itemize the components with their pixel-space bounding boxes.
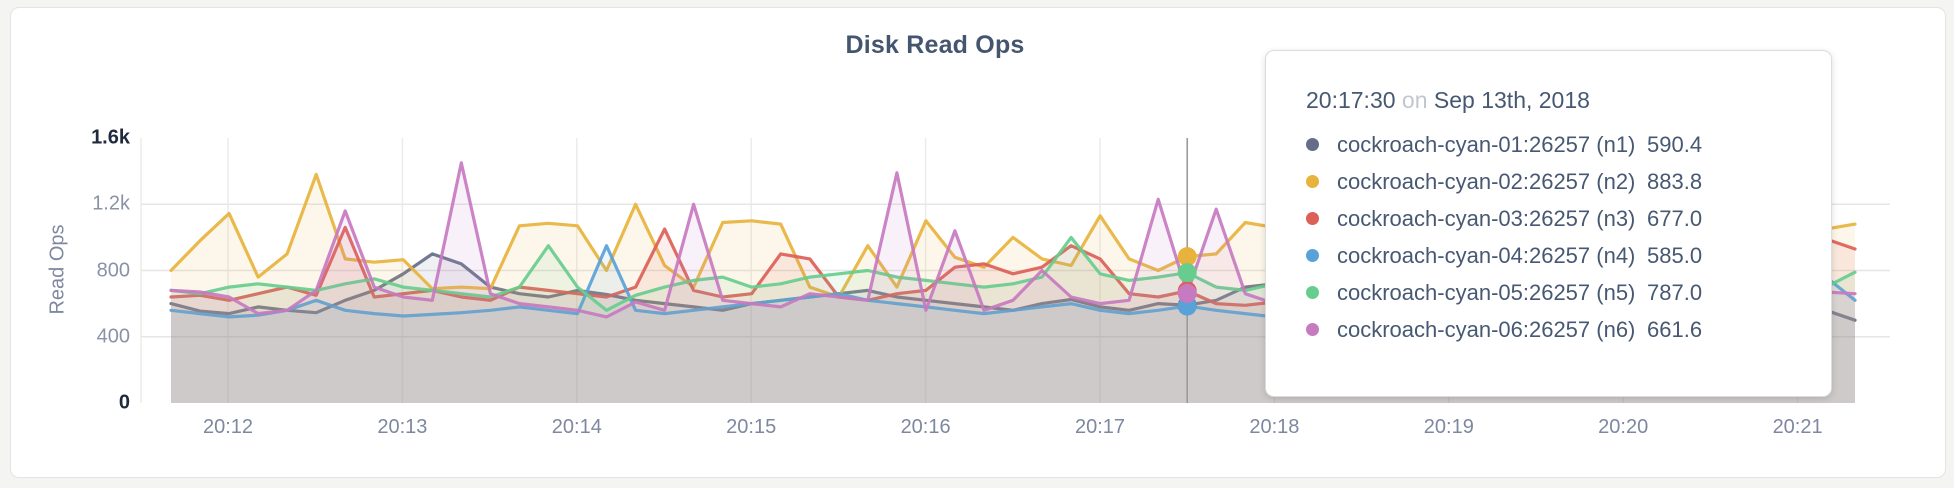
series-value: 787.0 xyxy=(1647,279,1703,305)
series-value: 590.4 xyxy=(1647,131,1703,157)
tooltip-row: cockroach-cyan-03:26257 (n3) 677.0 xyxy=(1306,200,1791,237)
y-tick-label: 400 xyxy=(96,325,130,348)
series-name: cockroach-cyan-04:26257 (n4) xyxy=(1337,242,1636,268)
series-value: 661.6 xyxy=(1647,316,1703,342)
tooltip-time: 20:17:30 xyxy=(1306,87,1396,113)
series-name: cockroach-cyan-06:26257 (n6) xyxy=(1337,316,1636,342)
y-tick-label: 0 xyxy=(118,391,130,414)
x-tick-label: 20:21 xyxy=(1772,416,1823,438)
hover-dot xyxy=(1177,263,1197,283)
tooltip-row: cockroach-cyan-06:26257 (n6) 661.6 xyxy=(1306,311,1791,348)
x-tick-label: 20:18 xyxy=(1249,416,1300,438)
hover-dot xyxy=(1177,283,1197,303)
tooltip-row: cockroach-cyan-02:26257 (n2) 883.8 xyxy=(1306,163,1791,200)
tooltip-row: cockroach-cyan-04:26257 (n4) 585.0 xyxy=(1306,237,1791,274)
hover-dot xyxy=(1177,247,1197,267)
legend-dot xyxy=(1306,323,1319,336)
x-tick-label: 20:20 xyxy=(1598,416,1649,438)
y-tick-label: 800 xyxy=(96,259,130,281)
series-name: cockroach-cyan-02:26257 (n2) xyxy=(1337,168,1636,194)
series-value: 883.8 xyxy=(1647,168,1703,194)
legend-dot xyxy=(1306,138,1319,151)
y-tick-label: 1.6k xyxy=(91,126,130,149)
legend-dot xyxy=(1306,212,1319,225)
chart-title: Disk Read Ops xyxy=(845,31,1025,59)
x-tick-label: 20:17 xyxy=(1074,416,1126,438)
legend-dot xyxy=(1306,175,1319,188)
x-tick-label: 20:16 xyxy=(900,416,951,438)
tooltip-row: cockroach-cyan-05:26257 (n5) 787.0 xyxy=(1306,274,1791,311)
tooltip-rows: cockroach-cyan-01:26257 (n1) 590.4 cockroa… xyxy=(1306,126,1791,348)
tooltip-date: Sep 13th, 2018 xyxy=(1433,87,1590,113)
x-tick-label: 20:12 xyxy=(202,416,254,438)
series-name: cockroach-cyan-03:26257 (n3) xyxy=(1337,205,1636,231)
x-tick-label: 20:19 xyxy=(1423,416,1474,438)
legend-dot xyxy=(1306,249,1319,262)
series-name: cockroach-cyan-01:26257 (n1) xyxy=(1337,131,1636,157)
x-tick-label: 20:15 xyxy=(726,416,777,438)
series-value: 677.0 xyxy=(1647,205,1703,231)
y-tick-label: 1.2k xyxy=(92,192,130,215)
x-tick-label: 20:14 xyxy=(551,416,602,438)
tooltip-header: 20:17:30 on Sep 13th, 2018 xyxy=(1306,87,1791,114)
x-tick-label: 20:13 xyxy=(377,416,428,438)
legend-dot xyxy=(1306,286,1319,299)
series-value: 585.0 xyxy=(1647,242,1703,268)
tooltip-on-word: on xyxy=(1401,87,1428,113)
chart-tooltip: 20:17:30 on Sep 13th, 2018 cockroach-cya… xyxy=(1265,50,1832,397)
series-name: cockroach-cyan-05:26257 (n5) xyxy=(1337,279,1636,305)
tooltip-row: cockroach-cyan-01:26257 (n1) 590.4 xyxy=(1306,126,1791,163)
